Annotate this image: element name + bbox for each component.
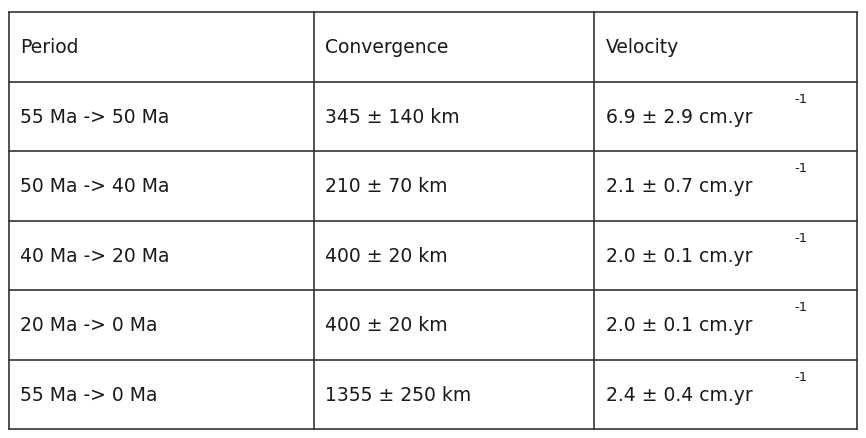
- Text: 55 Ma -> 0 Ma: 55 Ma -> 0 Ma: [20, 385, 158, 404]
- Text: 2.0 ± 0.1 cm.yr: 2.0 ± 0.1 cm.yr: [605, 316, 752, 335]
- Text: Period: Period: [20, 39, 79, 57]
- Text: 40 Ma -> 20 Ma: 40 Ma -> 20 Ma: [20, 247, 170, 265]
- Text: 2.4 ± 0.4 cm.yr: 2.4 ± 0.4 cm.yr: [605, 385, 753, 404]
- Text: -1: -1: [794, 301, 808, 314]
- Text: 1355 ± 250 km: 1355 ± 250 km: [326, 385, 472, 404]
- Text: 6.9 ± 2.9 cm.yr: 6.9 ± 2.9 cm.yr: [605, 108, 752, 127]
- Text: 400 ± 20 km: 400 ± 20 km: [326, 316, 448, 335]
- Text: 20 Ma -> 0 Ma: 20 Ma -> 0 Ma: [20, 316, 158, 335]
- Text: -1: -1: [795, 370, 808, 383]
- Text: -1: -1: [794, 162, 808, 175]
- Text: -1: -1: [794, 93, 808, 106]
- Text: Velocity: Velocity: [605, 39, 679, 57]
- Text: 210 ± 70 km: 210 ± 70 km: [326, 177, 448, 196]
- Text: 345 ± 140 km: 345 ± 140 km: [326, 108, 460, 127]
- Text: 2.1 ± 0.7 cm.yr: 2.1 ± 0.7 cm.yr: [605, 177, 752, 196]
- Text: 400 ± 20 km: 400 ± 20 km: [326, 247, 448, 265]
- Text: 55 Ma -> 50 Ma: 55 Ma -> 50 Ma: [20, 108, 169, 127]
- Text: 2.0 ± 0.1 cm.yr: 2.0 ± 0.1 cm.yr: [605, 247, 752, 265]
- Text: Convergence: Convergence: [326, 39, 449, 57]
- Text: -1: -1: [794, 231, 808, 244]
- Text: 50 Ma -> 40 Ma: 50 Ma -> 40 Ma: [20, 177, 170, 196]
